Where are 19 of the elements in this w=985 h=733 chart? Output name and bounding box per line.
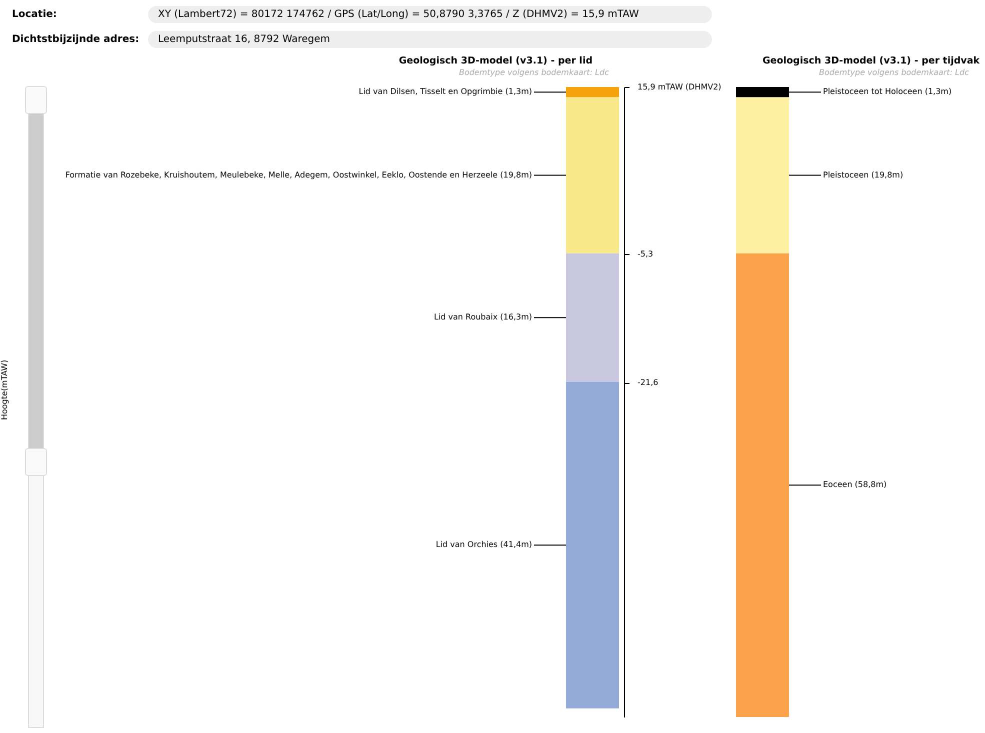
- y-tick-label: -21,6: [638, 378, 658, 388]
- text: Bodemtype volgens bodemkaart: Ldc: [818, 68, 970, 77]
- y-tick-label: -5,3: [638, 250, 654, 259]
- text: Pleistoceen tot Holoceen (1,3m): [823, 87, 952, 96]
- text: Lid van Orchies (41,4m): [436, 540, 532, 550]
- x-tick-label: Geologisch 3D-model (v3.1) - per tijdvak: [762, 56, 980, 66]
- y-tick-label: 15,9 mTAW (DHMV2): [638, 82, 722, 92]
- x-tick-label: Geologisch 3D-model (v3.1) - per lid: [398, 56, 592, 66]
- text: XY (Lambert72) = 80172 174762 / GPS (Lat/Long) = 50,8790 3,3765 / Z (DHMV2) = 15,9 mTAW: [148, 6, 712, 22]
- text: Locatie:: [12, 8, 58, 20]
- text: Dichtstbijzijnde adres:: [12, 34, 140, 44]
- text: Formatie van Rozebeke, Kruishoutem, Meulebeke, Melle, Adegem, Oostwinkel, Eeklo, Oostende en Herzeele (19,8m): [65, 170, 532, 180]
- text: Bodemtype volgens bodemkaart: Ldc: [458, 68, 610, 77]
- text: Leemputstraat 16, 8792 Waregem: [148, 30, 712, 48]
- text: Eoceen (58,8m): [823, 480, 887, 490]
- text: Pleistoceen (19,8m): [823, 170, 904, 180]
- text: Lid van Dilsen, Tisselt en Opgrimbie (1,3m): [358, 87, 532, 96]
- text: Lid van Roubaix (16,3m): [434, 312, 532, 322]
- text: Hoogte(mTAW): [0, 360, 9, 420]
